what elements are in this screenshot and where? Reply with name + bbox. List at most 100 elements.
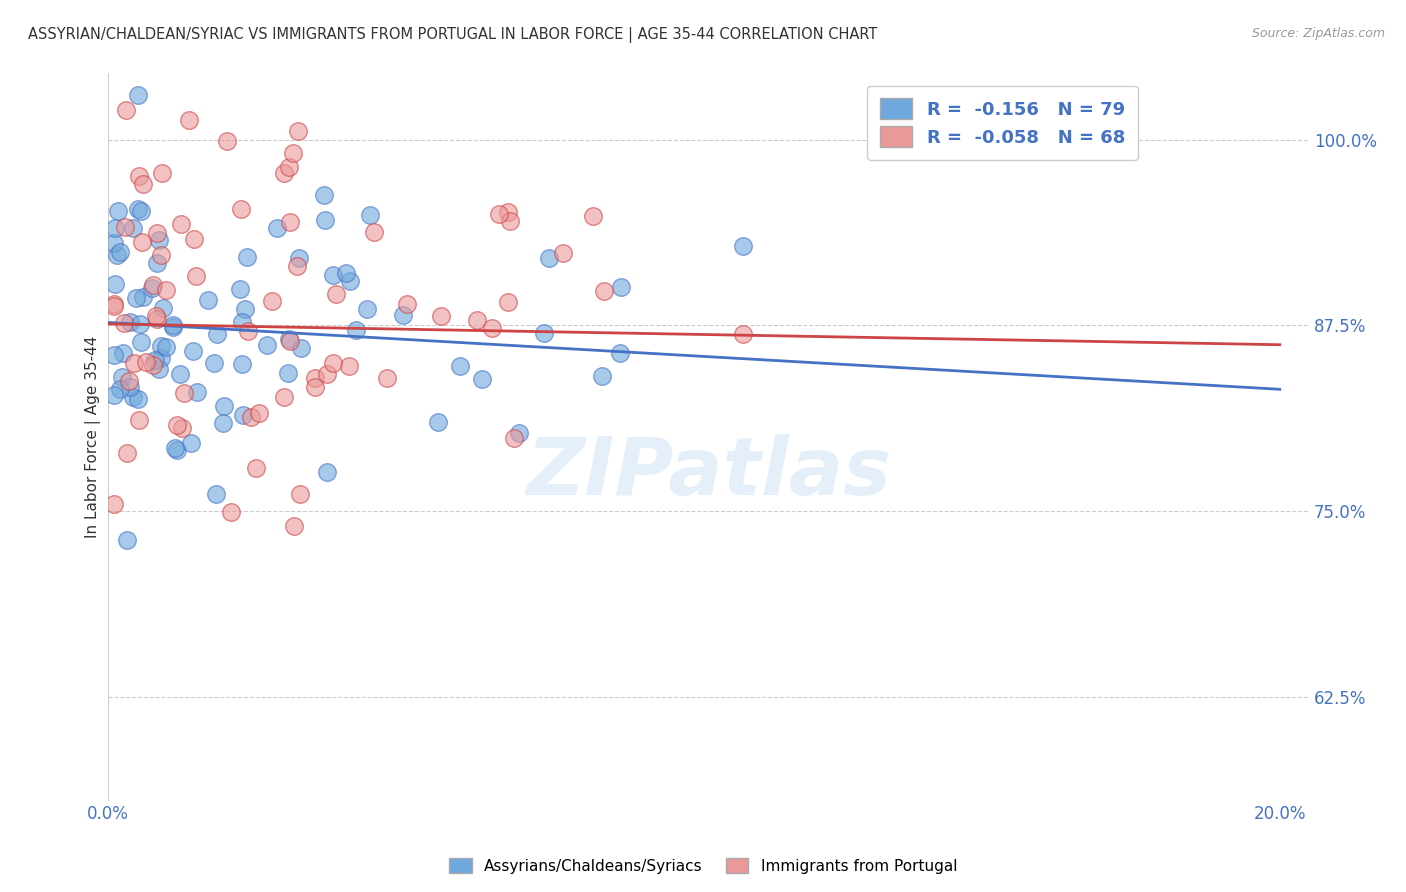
Point bbox=[247, 406, 270, 420]
Point bbox=[197, 293, 219, 307]
Point bbox=[315, 465, 337, 479]
Point bbox=[132, 290, 155, 304]
Point bbox=[236, 250, 259, 264]
Point bbox=[508, 426, 530, 441]
Point bbox=[339, 274, 361, 288]
Point bbox=[277, 160, 299, 174]
Point bbox=[142, 277, 165, 292]
Point bbox=[256, 338, 278, 352]
Point bbox=[155, 283, 177, 297]
Point bbox=[239, 409, 262, 424]
Point bbox=[173, 385, 195, 400]
Point bbox=[108, 244, 131, 259]
Point bbox=[142, 359, 165, 373]
Point bbox=[202, 356, 225, 370]
Point bbox=[481, 321, 503, 335]
Point bbox=[316, 367, 339, 381]
Point bbox=[129, 334, 152, 349]
Point bbox=[166, 442, 188, 457]
Point bbox=[128, 169, 150, 184]
Point bbox=[177, 113, 200, 128]
Point bbox=[277, 366, 299, 380]
Point bbox=[356, 302, 378, 317]
Point bbox=[165, 442, 187, 456]
Point bbox=[287, 124, 309, 138]
Point bbox=[145, 255, 167, 269]
Point bbox=[131, 235, 153, 249]
Point bbox=[314, 188, 336, 202]
Point bbox=[104, 277, 127, 291]
Point bbox=[496, 295, 519, 310]
Point bbox=[169, 367, 191, 381]
Point bbox=[103, 388, 125, 402]
Point bbox=[162, 318, 184, 333]
Point bbox=[359, 208, 381, 222]
Point bbox=[593, 284, 616, 298]
Point bbox=[375, 371, 398, 385]
Point bbox=[150, 339, 173, 353]
Point bbox=[488, 207, 510, 221]
Point bbox=[143, 352, 166, 367]
Point bbox=[148, 362, 170, 376]
Point bbox=[166, 417, 188, 432]
Point bbox=[471, 372, 494, 386]
Point bbox=[731, 326, 754, 341]
Point bbox=[273, 390, 295, 404]
Point bbox=[314, 213, 336, 227]
Point bbox=[344, 323, 367, 337]
Point bbox=[148, 233, 170, 247]
Point bbox=[262, 293, 284, 308]
Point bbox=[278, 334, 301, 348]
Point bbox=[304, 371, 326, 385]
Point bbox=[205, 326, 228, 341]
Point bbox=[551, 246, 574, 260]
Point bbox=[103, 497, 125, 511]
Point bbox=[277, 332, 299, 346]
Point bbox=[211, 416, 233, 430]
Point bbox=[232, 408, 254, 422]
Point bbox=[395, 296, 418, 310]
Point bbox=[731, 238, 754, 252]
Point bbox=[131, 177, 153, 191]
Point bbox=[152, 301, 174, 315]
Point bbox=[273, 166, 295, 180]
Point bbox=[112, 317, 135, 331]
Point bbox=[146, 312, 169, 326]
Point bbox=[155, 340, 177, 354]
Point bbox=[129, 317, 152, 331]
Point bbox=[610, 279, 633, 293]
Point bbox=[135, 355, 157, 369]
Point bbox=[212, 399, 235, 413]
Legend: R =  -0.156   N = 79, R =  -0.058   N = 68: R = -0.156 N = 79, R = -0.058 N = 68 bbox=[868, 86, 1137, 160]
Point bbox=[363, 225, 385, 239]
Point bbox=[128, 413, 150, 427]
Point bbox=[184, 269, 207, 284]
Point bbox=[339, 359, 361, 373]
Y-axis label: In Labor Force | Age 35-44: In Labor Force | Age 35-44 bbox=[86, 335, 101, 538]
Point bbox=[290, 341, 312, 355]
Point bbox=[288, 251, 311, 265]
Point bbox=[281, 146, 304, 161]
Point bbox=[591, 368, 613, 383]
Point bbox=[233, 302, 256, 317]
Point bbox=[127, 392, 149, 407]
Point bbox=[112, 346, 135, 360]
Point bbox=[609, 346, 631, 360]
Point bbox=[114, 103, 136, 117]
Point bbox=[117, 533, 139, 548]
Point bbox=[146, 226, 169, 240]
Point bbox=[122, 390, 145, 404]
Point bbox=[118, 375, 141, 389]
Point bbox=[502, 431, 524, 445]
Text: ASSYRIAN/CHALDEAN/SYRIAC VS IMMIGRANTS FROM PORTUGAL IN LABOR FORCE | AGE 35-44 : ASSYRIAN/CHALDEAN/SYRIAC VS IMMIGRANTS F… bbox=[28, 27, 877, 43]
Point bbox=[152, 166, 174, 180]
Point bbox=[103, 348, 125, 362]
Point bbox=[217, 134, 239, 148]
Point bbox=[145, 309, 167, 323]
Point bbox=[335, 266, 357, 280]
Point bbox=[325, 287, 347, 301]
Point bbox=[288, 487, 311, 501]
Point bbox=[149, 248, 172, 262]
Text: Source: ZipAtlas.com: Source: ZipAtlas.com bbox=[1251, 27, 1385, 40]
Point bbox=[170, 421, 193, 435]
